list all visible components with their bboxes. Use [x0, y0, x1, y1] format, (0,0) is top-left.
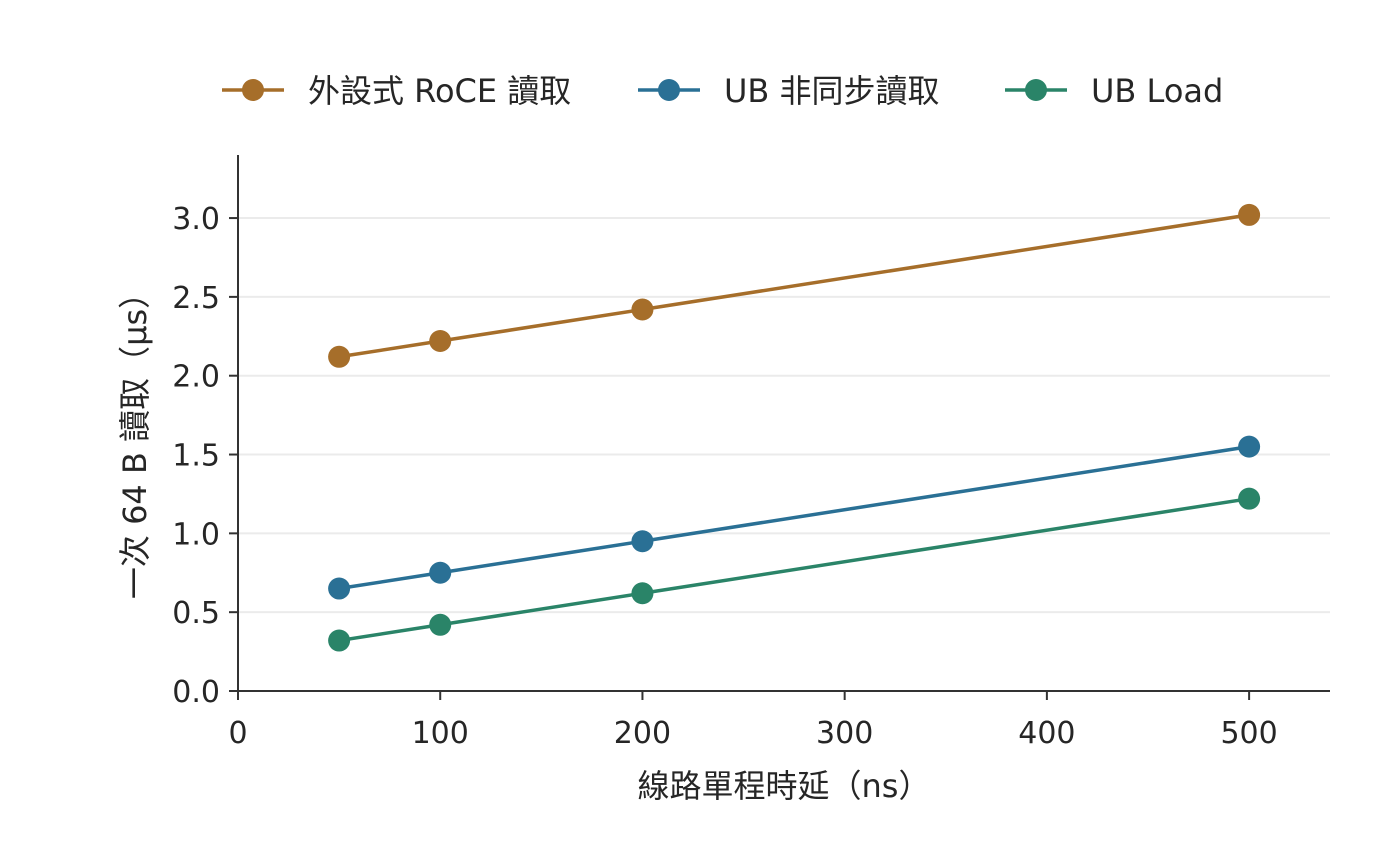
data-point — [429, 330, 452, 353]
legend-marker — [242, 79, 264, 101]
x-tick-label: 0 — [228, 716, 247, 751]
legend-marker — [1025, 79, 1047, 101]
data-point — [328, 629, 351, 652]
x-tick-label: 300 — [816, 716, 873, 751]
legend: 外設式 RoCE 讀取 UB 非同步讀取 UB Load — [222, 72, 1223, 110]
data-point — [631, 298, 654, 321]
legend-label: UB 非同步讀取 — [724, 72, 940, 110]
series-line — [338, 213, 1250, 359]
grid-lines — [238, 217, 1330, 614]
x-tick-label: 500 — [1220, 716, 1277, 751]
ticks: 0.0 0.5 1.0 1.5 2.0 2.5 3.0 0 100 200 300 400 500 — [172, 202, 1277, 751]
data-point — [328, 345, 351, 368]
series-3 — [328, 487, 1261, 652]
data-point — [1238, 203, 1261, 226]
data-point — [631, 530, 654, 553]
data-point — [429, 561, 452, 584]
x-tick-label: 100 — [412, 716, 469, 751]
data-point — [1238, 435, 1261, 458]
series-2 — [328, 435, 1261, 600]
legend-item: UB 非同步讀取 — [638, 72, 940, 110]
data-point — [1238, 487, 1261, 510]
x-axis-title: 線路單程時延（ns） — [638, 767, 931, 805]
y-tick-label: 1.0 — [172, 517, 220, 552]
y-tick-label: 2.5 — [172, 281, 220, 316]
series-1 — [328, 203, 1261, 368]
x-tick-label: 400 — [1018, 716, 1075, 751]
legend-marker — [658, 79, 680, 101]
series — [328, 203, 1261, 652]
legend-label: 外設式 RoCE 讀取 — [308, 72, 571, 110]
data-point — [328, 577, 351, 600]
y-tick-label: 0.0 — [172, 675, 220, 710]
legend-item: 外設式 RoCE 讀取 — [222, 72, 571, 110]
x-tick-label: 200 — [614, 716, 671, 751]
y-tick-label: 3.0 — [172, 202, 220, 237]
legend-label: UB Load — [1091, 72, 1223, 110]
data-point — [631, 582, 654, 605]
y-tick-label: 2.0 — [172, 360, 220, 395]
y-tick-label: 1.5 — [172, 439, 220, 474]
y-axis-title: 一次 64 B 讀取（μs） — [116, 277, 154, 599]
series-line — [338, 496, 1250, 643]
series-line — [338, 444, 1250, 591]
y-tick-label: 0.5 — [172, 596, 220, 631]
axes — [237, 155, 1330, 692]
legend-item: UB Load — [1005, 72, 1223, 110]
data-point — [429, 613, 452, 636]
